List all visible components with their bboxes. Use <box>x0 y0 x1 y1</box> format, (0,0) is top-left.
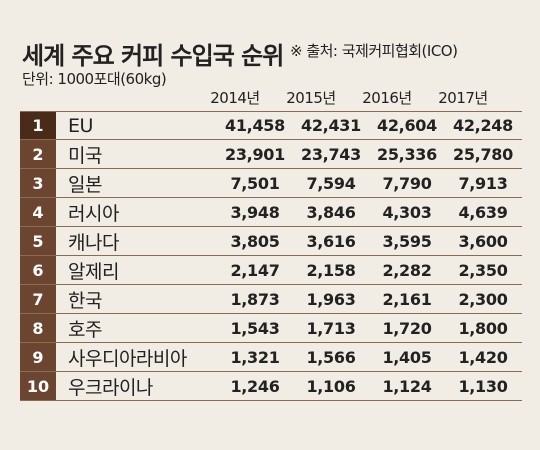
value-cell: 7,913 <box>458 173 508 193</box>
source-note: ※ 출처: 국제커피협회(ICO) <box>290 42 458 60</box>
table-row: 7 한국 1,873 1,963 2,161 2,300 <box>20 285 522 314</box>
column-header: 2015년 <box>286 89 336 107</box>
value-cell: 7,594 <box>306 173 356 193</box>
chart-title: 세계 주요 커피 수입국 순위 <box>22 42 284 70</box>
country-cell: 일본 <box>68 173 102 196</box>
rank-cell: 4 <box>20 198 56 226</box>
value-cell: 23,901 <box>225 144 285 164</box>
ranking-table: 1 EU 41,458 42,431 42,604 42,248 2 미국 23,901 23,7… <box>20 111 522 401</box>
value-cell: 2,300 <box>458 289 508 309</box>
value-cell: 3,846 <box>306 202 356 222</box>
country-cell: 우크라이나 <box>68 376 153 399</box>
value-cell: 1,566 <box>306 347 356 367</box>
value-cell: 1,873 <box>230 289 280 309</box>
value-cell: 42,431 <box>301 116 361 135</box>
value-cell: 2,147 <box>230 260 280 280</box>
value-cell: 2,161 <box>382 289 432 309</box>
column-header: 2016년 <box>362 89 412 107</box>
value-cell: 23,743 <box>301 144 361 164</box>
value-cell: 3,595 <box>382 231 432 251</box>
value-cell: 1,321 <box>230 347 280 367</box>
value-cell: 1,106 <box>306 376 356 396</box>
table-row: 8 호주 1,543 1,713 1,720 1,800 <box>20 314 522 343</box>
table-row: 4 러시아 3,948 3,846 4,303 4,639 <box>20 198 522 227</box>
value-cell: 3,616 <box>306 231 356 251</box>
country-cell: 알제리 <box>68 260 119 283</box>
value-cell: 3,948 <box>230 202 280 222</box>
column-header: 2014년 <box>210 89 260 107</box>
table-row: 1 EU 41,458 42,431 42,604 42,248 <box>20 111 522 140</box>
year-header-row: 2014년 2015년 2016년 2017년 <box>0 87 540 111</box>
country-cell: 캐나다 <box>68 231 119 254</box>
value-cell: 41,458 <box>225 116 285 135</box>
rank-cell: 10 <box>20 372 56 400</box>
value-cell: 25,780 <box>453 144 513 164</box>
rank-cell: 1 <box>20 112 56 139</box>
rank-cell: 6 <box>20 256 56 284</box>
value-cell: 1,713 <box>306 318 356 338</box>
country-cell: 호주 <box>68 318 102 341</box>
value-cell: 2,158 <box>306 260 356 280</box>
value-cell: 2,282 <box>382 260 432 280</box>
value-cell: 7,501 <box>230 173 280 193</box>
value-cell: 1,420 <box>458 347 508 367</box>
rank-cell: 2 <box>20 140 56 168</box>
value-cell: 1,124 <box>382 376 432 396</box>
value-cell: 3,600 <box>458 231 508 251</box>
table-row: 6 알제리 2,147 2,158 2,282 2,350 <box>20 256 522 285</box>
table-row: 3 일본 7,501 7,594 7,790 7,913 <box>20 169 522 198</box>
table-row: 10 우크라이나 1,246 1,106 1,124 1,130 <box>20 372 522 401</box>
value-cell: 1,543 <box>230 318 280 338</box>
rank-cell: 3 <box>20 169 56 197</box>
value-cell: 1,130 <box>458 376 508 396</box>
value-cell: 1,720 <box>382 318 432 338</box>
value-cell: 4,639 <box>458 202 508 222</box>
rank-cell: 9 <box>20 343 56 371</box>
value-cell: 1,405 <box>382 347 432 367</box>
value-cell: 4,303 <box>382 202 432 222</box>
value-cell: 3,805 <box>230 231 280 251</box>
value-cell: 1,800 <box>458 318 508 338</box>
value-cell: 1,246 <box>230 376 280 396</box>
rank-cell: 5 <box>20 227 56 255</box>
table-row: 5 캐나다 3,805 3,616 3,595 3,600 <box>20 227 522 256</box>
rank-cell: 7 <box>20 285 56 313</box>
country-cell: 한국 <box>68 289 102 312</box>
value-cell: 42,248 <box>453 116 513 135</box>
table-row: 9 사우디아라비아 1,321 1,566 1,405 1,420 <box>20 343 522 372</box>
value-cell: 42,604 <box>377 116 437 135</box>
table-row: 2 미국 23,901 23,743 25,336 25,780 <box>20 140 522 169</box>
rank-cell: 8 <box>20 314 56 342</box>
country-cell: EU <box>68 114 93 137</box>
column-header: 2017년 <box>438 89 488 107</box>
value-cell: 7,790 <box>382 173 432 193</box>
value-cell: 25,336 <box>377 144 437 164</box>
country-cell: 사우디아라비아 <box>68 347 187 370</box>
value-cell: 1,963 <box>306 289 356 309</box>
country-cell: 미국 <box>68 144 102 167</box>
value-cell: 2,350 <box>458 260 508 280</box>
unit-note: 단위: 1000포대(60kg) <box>22 70 167 88</box>
country-cell: 러시아 <box>68 202 119 225</box>
